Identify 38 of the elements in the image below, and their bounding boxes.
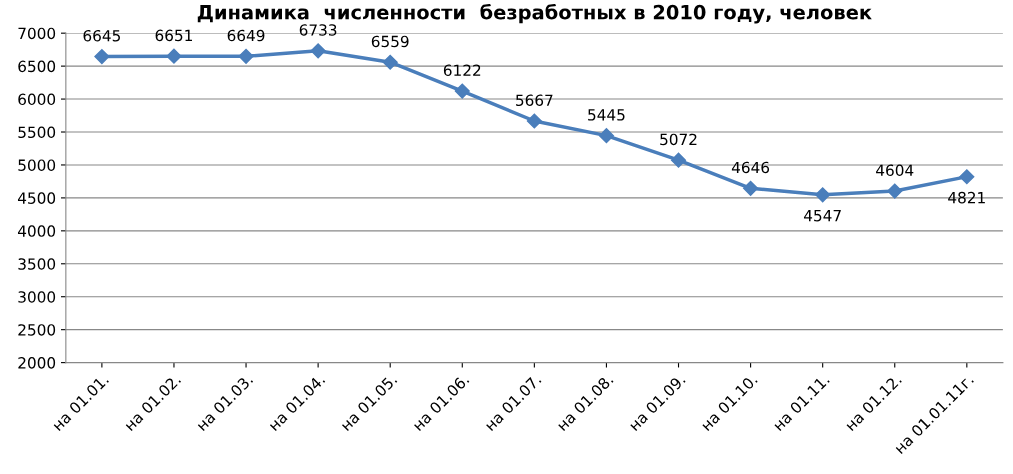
y-tick-label: 4000 (17, 225, 56, 237)
point (670, 152, 687, 168)
data-label: 4821 (948, 191, 985, 204)
data-label: 5072 (660, 133, 697, 146)
point (743, 180, 759, 196)
point (454, 83, 470, 99)
y-tick-label: 5500 (18, 126, 56, 139)
y-tick-label: 5000 (18, 159, 56, 171)
data-label: 4547 (803, 210, 841, 222)
point (382, 54, 398, 70)
y-tick-label: 7000 (18, 27, 56, 40)
data-label: 5445 (588, 109, 625, 121)
y-tick-label: 2000 (18, 357, 56, 369)
data-label: 6649 (227, 29, 265, 42)
point (310, 43, 326, 59)
point (815, 187, 831, 203)
data-label: 6651 (155, 29, 192, 42)
data-label: 6559 (371, 35, 409, 48)
y-tick-label: 2500 (18, 324, 56, 336)
y-tick-label: 3000 (18, 291, 56, 303)
y-tick-label: 3500 (18, 258, 56, 270)
point (526, 113, 542, 129)
point (887, 183, 903, 199)
data-label: 4604 (876, 164, 914, 177)
y-tick-label: 4500 (17, 192, 56, 204)
data-label: 4646 (731, 161, 770, 174)
point (598, 128, 615, 144)
point (959, 169, 975, 185)
y-tick-label: 6500 (18, 60, 56, 73)
point (238, 48, 254, 64)
data-label: 6122 (443, 64, 481, 77)
data-label: 6733 (299, 24, 337, 36)
point (94, 48, 110, 65)
point (166, 48, 182, 64)
chart-title: Динамика численности безработных в 2010 году, человек (197, 3, 872, 24)
data-label: 5667 (516, 94, 553, 106)
data-label: 6645 (83, 30, 120, 42)
y-tick-label: 6000 (18, 93, 56, 106)
